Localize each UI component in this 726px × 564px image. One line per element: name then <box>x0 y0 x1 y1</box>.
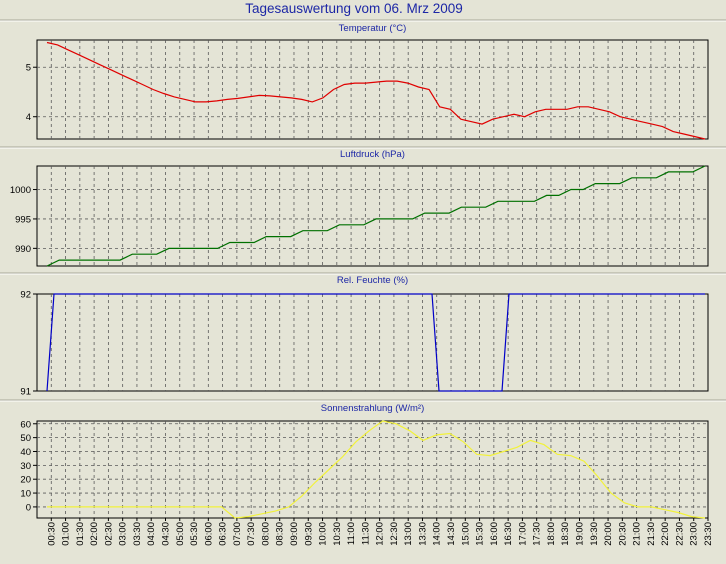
y-tick-label: 995 <box>15 214 31 225</box>
y-tick-label: 40 <box>20 447 31 458</box>
panel-title: Sonnenstrahlung (W/m²) <box>321 403 424 414</box>
x-tick-label: 04:30 <box>160 522 171 546</box>
x-tick-label: 19:00 <box>575 522 586 546</box>
x-tick-label: 09:30 <box>303 522 314 546</box>
x-tick-label: 12:00 <box>375 522 386 546</box>
x-tick-label: 02:00 <box>89 522 100 546</box>
plot-area <box>36 293 709 392</box>
y-tick-label: 50 <box>20 433 31 444</box>
x-tick-label: 10:00 <box>318 522 329 546</box>
panel-title: Rel. Feuchte (%) <box>337 275 408 286</box>
y-tick-label: 30 <box>20 461 31 472</box>
x-tick-label: 12:30 <box>389 522 400 546</box>
x-tick-label: 15:00 <box>460 522 471 546</box>
y-tick-label: 5 <box>26 63 31 74</box>
y-tick-label: 91 <box>20 387 31 398</box>
panel-3: Rel. Feuchte (%) 91 92 <box>0 272 726 398</box>
x-tick-label: 05:00 <box>175 522 186 546</box>
x-tick-label: 15:30 <box>475 522 486 546</box>
x-tick-label: 21:30 <box>646 522 657 546</box>
x-tick-label: 02:30 <box>103 522 114 546</box>
y-tick-label: 990 <box>15 244 31 255</box>
plot-area <box>36 420 709 519</box>
panel-4: Sonnenstrahlung (W/m²) 0 10 20 30 40 50 60 <box>0 399 726 519</box>
x-tick-label: 01:30 <box>75 522 86 546</box>
panel-1: Temperatur (°C) 4 5 <box>0 19 726 140</box>
x-tick-label: 17:00 <box>517 522 528 546</box>
panel-title: Temperatur (°C) <box>339 23 407 34</box>
x-tick-label: 23:00 <box>689 522 700 546</box>
series-line <box>46 41 706 140</box>
y-tick-label: 4 <box>26 112 31 123</box>
x-tick-label: 16:30 <box>503 522 514 546</box>
x-tick-label: 11:00 <box>346 522 357 545</box>
chart-title: Tagesauswertung vom 06. Mrz 2009 <box>245 1 463 16</box>
x-tick-label: 03:30 <box>132 522 143 546</box>
series-line <box>47 420 706 519</box>
x-tick-label: 06:30 <box>218 522 229 546</box>
x-tick-label: 17:30 <box>532 522 543 546</box>
y-tick-label: 20 <box>20 475 31 486</box>
x-tick-label: 19:30 <box>589 522 600 546</box>
x-tick-label: 04:00 <box>146 522 157 546</box>
x-tick-label: 23:30 <box>703 522 714 546</box>
series-line <box>46 293 705 392</box>
x-tick-label: 13:30 <box>417 522 428 546</box>
y-tick-label: 0 <box>26 502 31 513</box>
x-tick-label: 20:00 <box>603 522 614 546</box>
x-tick-label: 18:30 <box>560 522 571 546</box>
x-tick-label: 09:00 <box>289 522 300 546</box>
x-tick-label: 07:00 <box>232 522 243 546</box>
x-tick-label: 20:30 <box>617 522 628 546</box>
plot-area <box>36 165 709 267</box>
y-tick-label: 60 <box>20 419 31 430</box>
x-tick-label: 05:30 <box>189 522 200 546</box>
panel-2: Luftdruck (hPa) 990 995 1000 <box>0 146 726 267</box>
x-tick-label: 13:00 <box>403 522 414 546</box>
x-tick-label: 22:30 <box>674 522 685 546</box>
plot-area <box>36 39 709 140</box>
x-tick-label: 14:00 <box>432 522 443 546</box>
x-tick-label: 00:30 <box>46 522 57 546</box>
x-tick-label: 14:30 <box>446 522 457 546</box>
x-tick-label: 11:30 <box>360 522 371 545</box>
x-tick-label: 07:30 <box>246 522 257 546</box>
y-tick-label: 92 <box>20 290 31 301</box>
x-tick-label: 03:00 <box>118 522 129 546</box>
y-tick-label: 1000 <box>10 185 31 196</box>
x-tick-label: 08:00 <box>260 522 271 546</box>
x-tick-label: 06:00 <box>203 522 214 546</box>
x-tick-label: 01:00 <box>61 522 72 546</box>
x-tick-label: 22:00 <box>660 522 671 546</box>
series-line <box>46 165 706 267</box>
x-tick-label: 18:00 <box>546 522 557 546</box>
y-tick-label: 10 <box>20 489 31 500</box>
x-tick-label: 10:30 <box>332 522 343 546</box>
panel-title: Luftdruck (hPa) <box>340 149 405 160</box>
x-tick-label: 16:00 <box>489 522 500 546</box>
x-tick-label: 08:30 <box>275 522 286 546</box>
x-tick-label: 21:00 <box>632 522 643 546</box>
